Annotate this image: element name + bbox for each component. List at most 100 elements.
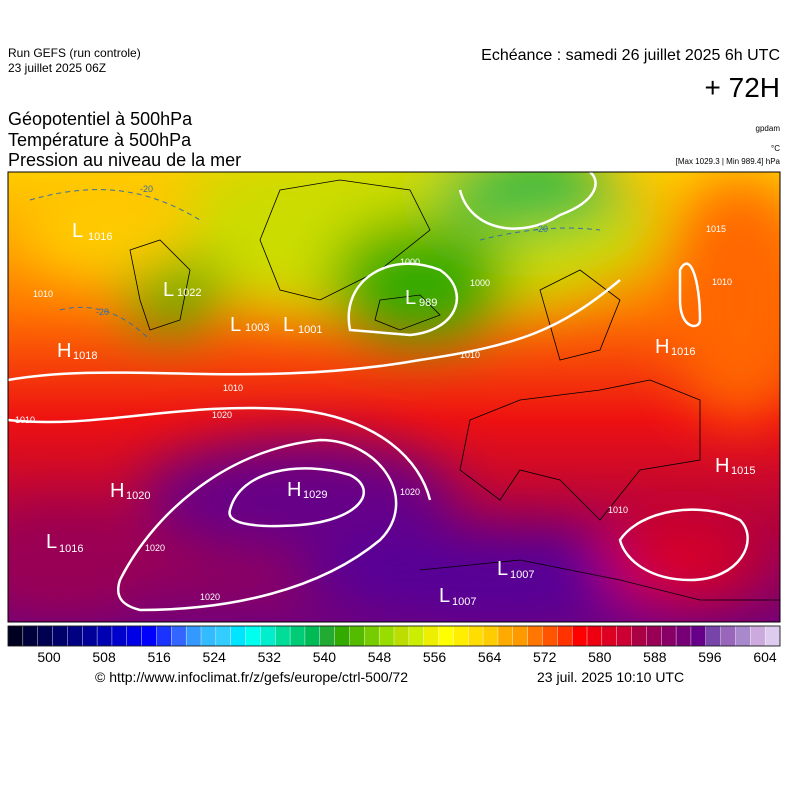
colorbar-tick-label: 540 bbox=[313, 649, 337, 665]
center-value: 1022 bbox=[177, 287, 201, 299]
lead-time: + 72H bbox=[705, 72, 781, 103]
center-kind: L bbox=[283, 314, 294, 336]
isobar-label: 1010 bbox=[15, 415, 35, 425]
colorbar-tick-label: 508 bbox=[92, 649, 116, 665]
colorbar-swatch bbox=[735, 625, 751, 647]
center-kind: H bbox=[110, 480, 124, 502]
colorbar-swatch bbox=[378, 625, 395, 647]
center-kind: L bbox=[46, 531, 57, 553]
temperature-label: -20 bbox=[535, 224, 548, 234]
center-kind: L bbox=[497, 558, 508, 580]
colorbar-swatch bbox=[349, 625, 365, 647]
colorbar-tick-label: 500 bbox=[37, 649, 61, 665]
colorbar-swatch bbox=[364, 625, 380, 647]
colorbar-swatch bbox=[646, 625, 662, 647]
colorbar-swatch bbox=[601, 625, 618, 647]
colorbar-swatch bbox=[319, 625, 336, 647]
colorbar-swatch bbox=[230, 625, 247, 647]
colorbar-tick-label: 516 bbox=[147, 649, 171, 665]
center-value: 1003 bbox=[245, 322, 269, 334]
map-frame bbox=[7, 171, 781, 623]
colorbar-swatch bbox=[438, 625, 454, 647]
colorbar-tick-label: 572 bbox=[533, 649, 557, 665]
center-value: 1007 bbox=[510, 569, 534, 581]
colorbar-swatch bbox=[512, 625, 529, 647]
center-value: 1016 bbox=[88, 231, 112, 243]
colorbar-swatch bbox=[557, 625, 573, 647]
run: Run GEFS (run controle) bbox=[8, 46, 141, 60]
colorbar-swatch bbox=[126, 625, 143, 647]
colorbar-swatch bbox=[408, 625, 425, 647]
center-kind: L bbox=[405, 287, 416, 309]
generated-time: 23 juil. 2025 10:10 UTC bbox=[537, 669, 684, 685]
field: Pression au niveau de la mer bbox=[8, 150, 241, 170]
colorbar: 500 508 516 524 532 540 548 556 564 572 580 588 596 6… bbox=[7, 625, 781, 665]
center-kind: H bbox=[57, 340, 71, 362]
colorbar-swatch bbox=[631, 625, 647, 647]
colorbar-swatch bbox=[22, 625, 39, 647]
source: © http://www.infoclimat.fr/z/gefs/europe… bbox=[95, 669, 408, 685]
colorbar-swatch bbox=[720, 625, 736, 647]
colorbar-swatch bbox=[661, 625, 677, 647]
colorbar-swatch bbox=[586, 625, 603, 647]
colorbar-tick-label: 580 bbox=[588, 649, 612, 665]
isobar-label: 1010 bbox=[608, 505, 628, 515]
colorbar-swatch bbox=[171, 625, 187, 647]
unit: gpdam bbox=[756, 124, 781, 133]
colorbar-swatch bbox=[542, 625, 558, 647]
center-kind: L bbox=[230, 314, 241, 336]
colorbar-swatch bbox=[393, 625, 410, 647]
colorbar-swatch bbox=[141, 625, 157, 647]
center-value: 1007 bbox=[452, 596, 476, 608]
colorbar-tick-label: 532 bbox=[258, 649, 282, 665]
center-value: 1015 bbox=[731, 465, 755, 477]
colorbar-swatch bbox=[304, 625, 321, 647]
colorbar-swatch bbox=[37, 625, 54, 647]
center-value: 1016 bbox=[59, 543, 83, 555]
colorbar-swatch bbox=[453, 625, 469, 647]
center-value: 1020 bbox=[126, 490, 150, 502]
center-kind: H bbox=[287, 479, 301, 501]
colorbar-tick-label: 596 bbox=[698, 649, 722, 665]
isobar-label: 1015 bbox=[706, 224, 726, 234]
unit: °C bbox=[771, 144, 780, 153]
isobar-label: 1010 bbox=[712, 277, 732, 287]
colorbar-swatch bbox=[705, 625, 722, 647]
colorbar-tick-label: 604 bbox=[753, 649, 777, 665]
colorbar-swatch bbox=[468, 625, 484, 647]
isobar-label: 1000 bbox=[400, 257, 420, 267]
colorbar-swatch bbox=[96, 625, 113, 647]
center-value: 1018 bbox=[73, 350, 97, 362]
center-value: 1016 bbox=[671, 346, 695, 358]
colorbar-swatch bbox=[245, 625, 261, 647]
map: L 1016 L 1022 L 1003 L 1001 L 989 H 1018… bbox=[8, 172, 780, 622]
isobar-label: 1000 bbox=[470, 278, 490, 288]
colorbar-tick-label: 524 bbox=[203, 649, 227, 665]
colorbar-swatch bbox=[67, 625, 83, 647]
colorbar-swatch bbox=[185, 625, 202, 647]
colorbar-swatch bbox=[52, 625, 68, 647]
center-kind: L bbox=[439, 585, 450, 607]
colorbar-swatch bbox=[200, 625, 217, 647]
center-value: 1029 bbox=[303, 489, 327, 501]
colorbar-frame bbox=[7, 625, 781, 647]
colorbar-swatch bbox=[690, 625, 707, 647]
isobar-label: 1020 bbox=[400, 487, 420, 497]
colorbar-swatch bbox=[571, 625, 588, 647]
colorbar-tick-label: 556 bbox=[423, 649, 447, 665]
field-shading bbox=[8, 172, 780, 622]
temperature-label: -20 bbox=[140, 184, 153, 194]
colorbar-swatch bbox=[616, 625, 633, 647]
center-kind: H bbox=[715, 455, 729, 477]
field: Géopotentiel à 500hPa bbox=[8, 109, 193, 129]
center-kind: L bbox=[163, 279, 174, 301]
colorbar-swatch bbox=[260, 625, 276, 647]
colorbar-swatch bbox=[750, 625, 766, 647]
isobar-label: 1020 bbox=[212, 410, 232, 420]
colorbar-swatch bbox=[111, 625, 128, 647]
isobar-label: 1010 bbox=[223, 383, 243, 393]
colorbar-swatch bbox=[527, 625, 543, 647]
colorbar-tick-label: 564 bbox=[478, 649, 502, 665]
colorbar-tick-label: 588 bbox=[643, 649, 667, 665]
